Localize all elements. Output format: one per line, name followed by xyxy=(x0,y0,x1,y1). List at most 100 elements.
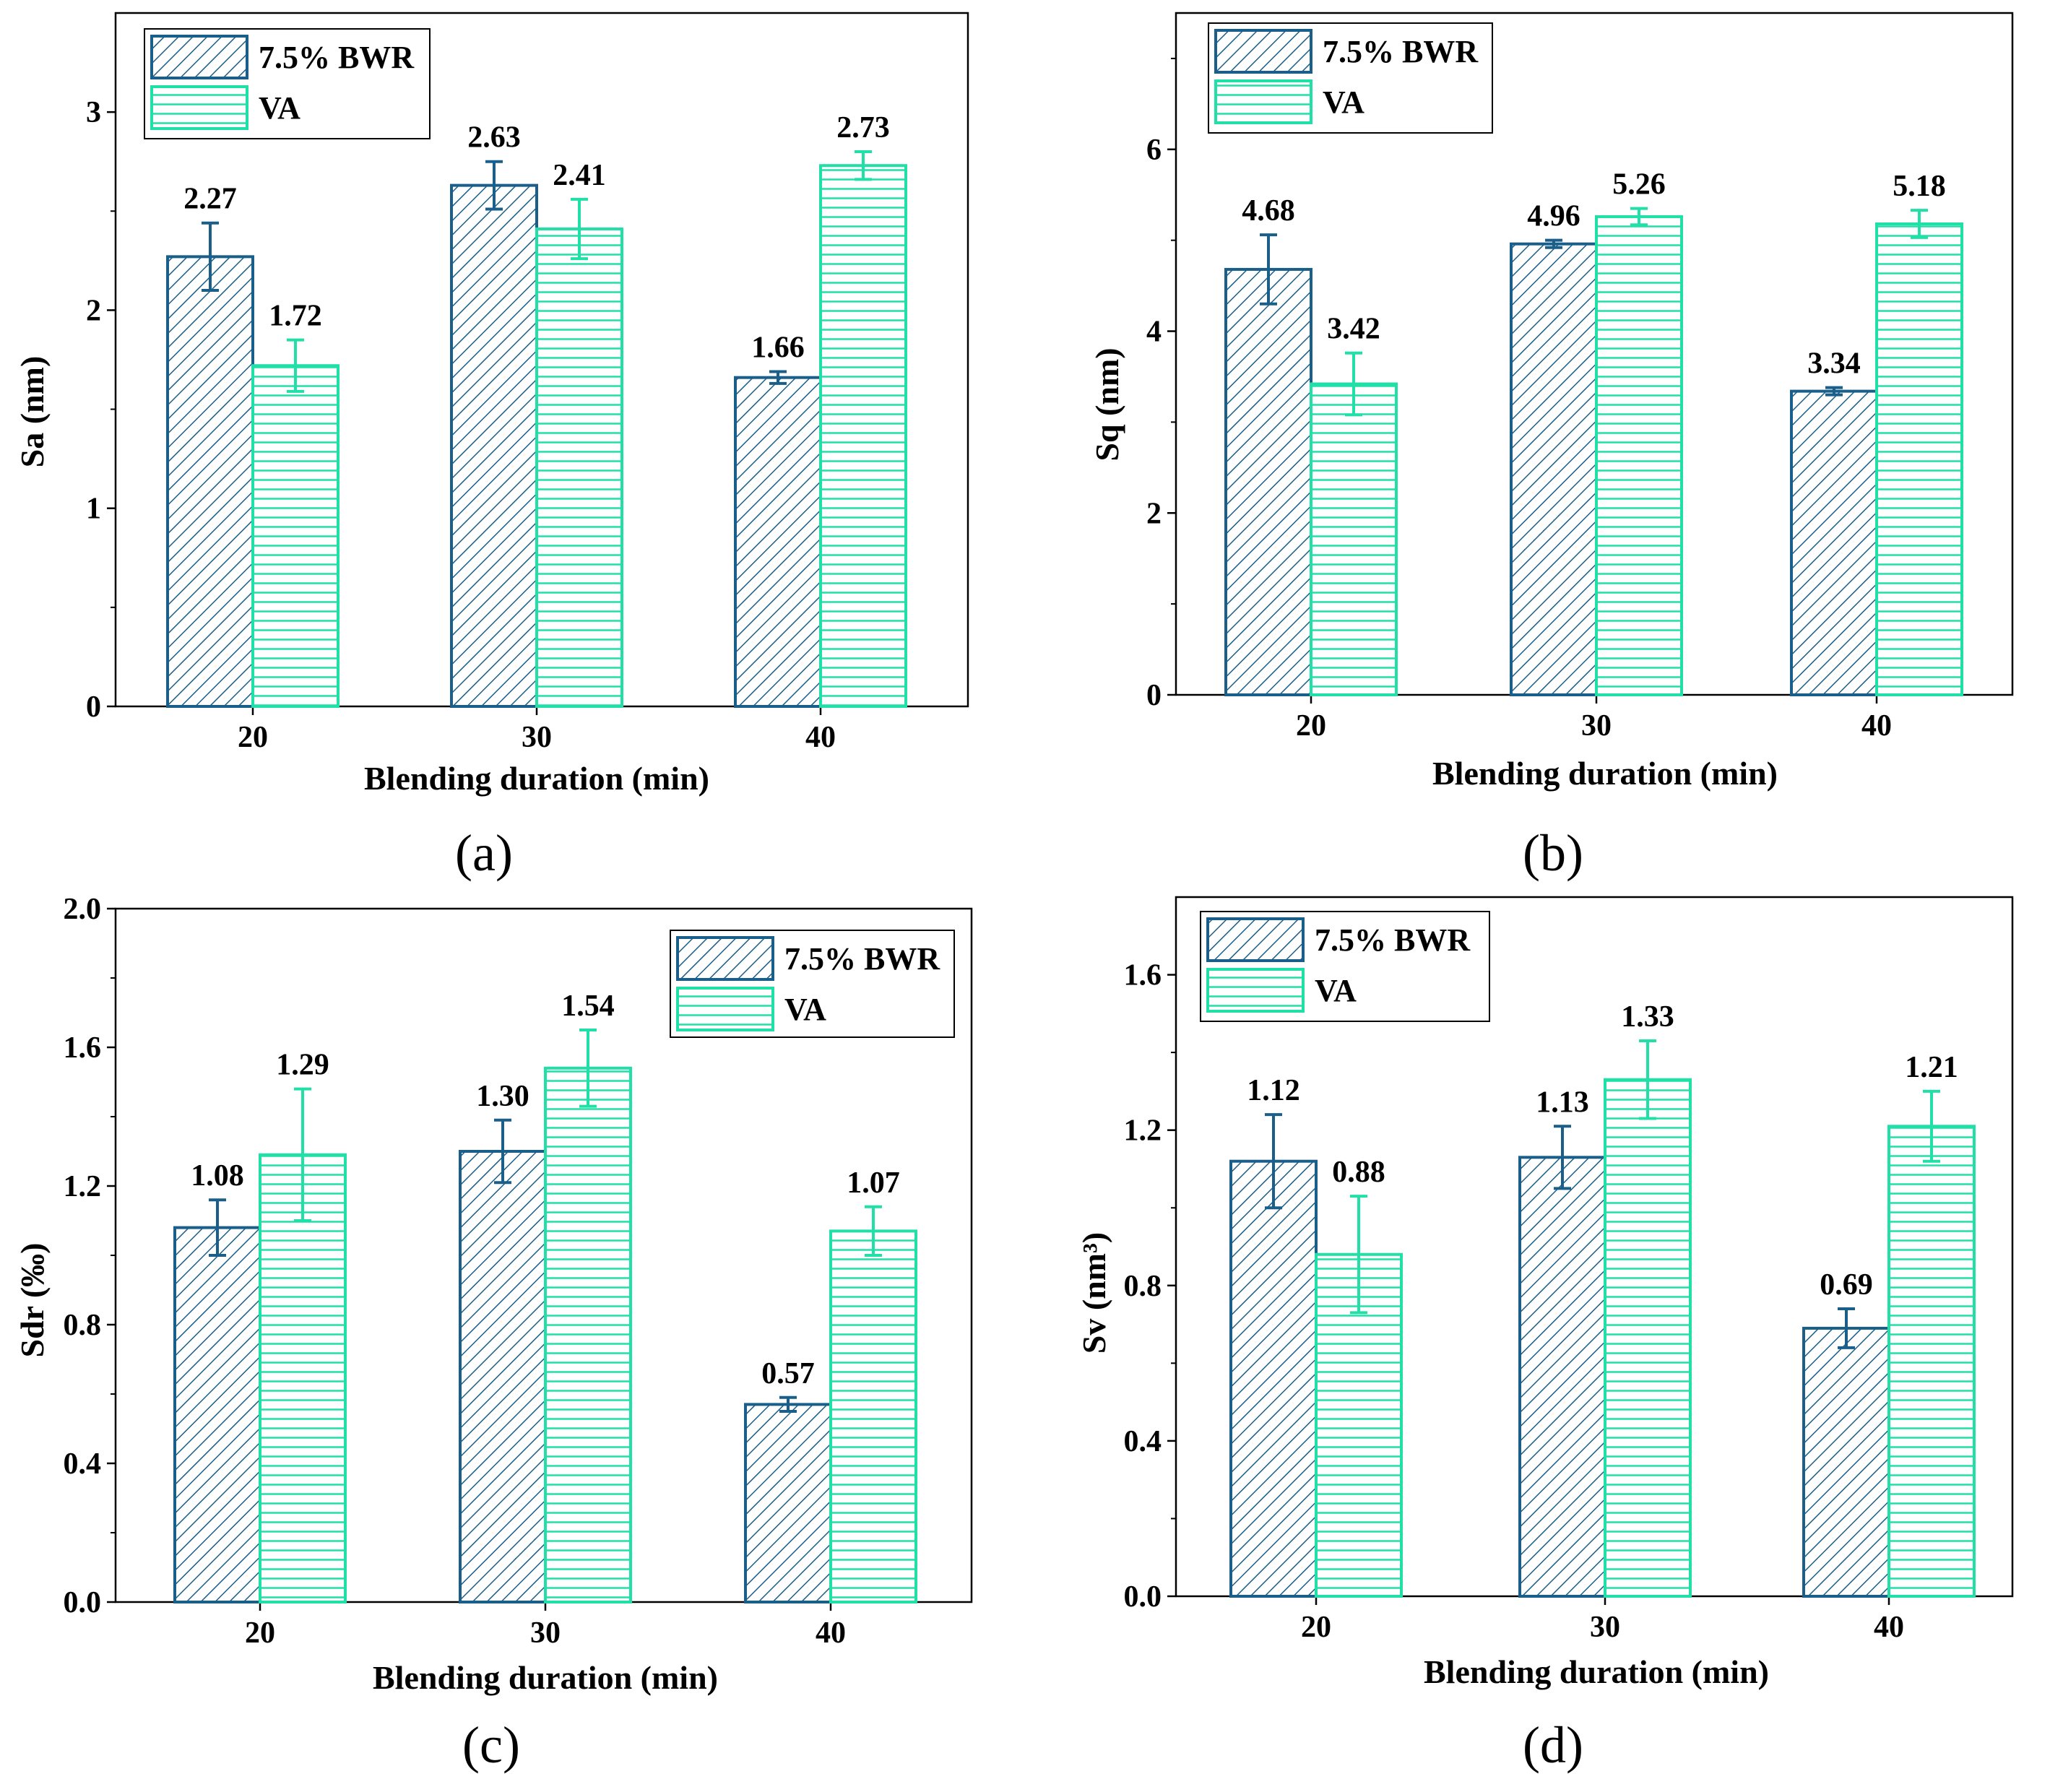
panel-d-legend-swatch xyxy=(1206,968,1305,1013)
panel-b-legend-swatch xyxy=(1214,29,1312,74)
panel-b-ylabel: Sq (nm) xyxy=(1089,347,1125,461)
panel-d-ytick-label: 1.6 xyxy=(1124,959,1162,992)
panel-d-ytick-label: 0.4 xyxy=(1124,1425,1162,1458)
panel-b-value-label: 3.42 xyxy=(1327,313,1380,346)
panel-c-xlabel: Blending duration (min) xyxy=(373,1659,718,1696)
panel-b-bar xyxy=(1875,222,1963,696)
panel-d-xtick-label: 40 xyxy=(1874,1611,1904,1644)
panel-a-value-label: 1.66 xyxy=(751,331,805,364)
panel-c-value-label: 0.57 xyxy=(761,1357,815,1390)
panel-c-xtick-label: 40 xyxy=(816,1616,846,1650)
panel-a-xtick-label: 40 xyxy=(805,721,836,754)
panel-c-xtick-label: 20 xyxy=(245,1616,275,1650)
panel-d-legend-label: 7.5% BWR xyxy=(1315,922,1471,958)
panel-c-bar xyxy=(259,1153,347,1604)
panel-b-value-label: 5.26 xyxy=(1612,168,1666,202)
panel-a-plot: 0 1 2 3 20 2.27 1.72 30 2.63 2.41 40 1.66 2.73 7.5% B… xyxy=(86,12,969,754)
panel-c-plot: 0.0 0.4 0.8 1.2 1.6 2.0 20 1.08 1.29 30 1.30 1.54 40… xyxy=(64,893,973,1650)
panel-c-ytick-label: 1.2 xyxy=(64,1170,102,1203)
panel-b-ytick-label: 2 xyxy=(1146,497,1162,530)
panel-b-plot: 0 2 4 6 20 4.68 3.42 30 4.96 5.26 40 3.34 5.18 7.5% B… xyxy=(1146,12,2014,743)
panel-b-ytick-label: 6 xyxy=(1146,134,1162,167)
panel-a-value-label: 2.41 xyxy=(553,159,606,192)
panel-a-legend-swatch xyxy=(150,85,248,130)
panel-c-ytick-label: 0.4 xyxy=(64,1447,102,1481)
panel-c-bar xyxy=(829,1229,917,1603)
panel-a-bar xyxy=(819,164,907,708)
panel-d-value-label: 1.33 xyxy=(1621,1000,1674,1034)
panel-b-label: (b) xyxy=(1523,824,1583,882)
panel-d-legend-label: VA xyxy=(1315,973,1357,1008)
panel-d-ytick-label: 0.8 xyxy=(1124,1270,1162,1303)
panel-c-bar xyxy=(544,1066,632,1604)
panel-d-xtick-label: 20 xyxy=(1301,1611,1331,1644)
panel-c-value-label: 1.29 xyxy=(276,1049,329,1082)
panel-a-value-label: 1.72 xyxy=(269,300,322,333)
panel-b-bar xyxy=(1595,215,1683,696)
panel-a-value-label: 2.27 xyxy=(183,183,237,216)
panel-c-legend-swatch xyxy=(676,987,774,1031)
panel-b-value-label: 5.18 xyxy=(1893,170,1946,203)
panel-a-value-label: 2.73 xyxy=(836,111,890,144)
panel-b-legend-swatch xyxy=(1214,79,1312,124)
panel-d: 0.0 0.4 0.8 1.2 1.6 20 1.12 0.88 30 1.13 1.33 40 0.6… xyxy=(1076,896,2014,1774)
panel-d-ytick-label: 1.2 xyxy=(1124,1114,1162,1148)
panel-c-ylabel: Sdr (‰) xyxy=(14,1243,51,1358)
panel-d-bar xyxy=(1802,1326,1890,1598)
panel-c-bar xyxy=(459,1150,547,1603)
panel-a-bar xyxy=(251,364,339,708)
panel-b-xlabel: Blending duration (min) xyxy=(1432,755,1778,792)
panel-c-bar xyxy=(173,1226,261,1603)
panel-a-bar xyxy=(535,227,623,708)
panel-d-xlabel: Blending duration (min) xyxy=(1424,1653,1769,1690)
panel-d-bar xyxy=(1518,1156,1606,1598)
panel-d-bar xyxy=(1887,1125,1976,1598)
panel-d-label: (d) xyxy=(1523,1716,1583,1774)
panel-a-ytick-label: 0 xyxy=(86,691,101,724)
panel-c-legend-swatch xyxy=(676,936,774,981)
panel-b-legend-label: 7.5% BWR xyxy=(1323,34,1479,69)
panel-b-value-label: 3.34 xyxy=(1807,347,1861,381)
panel-c-value-label: 1.07 xyxy=(847,1166,900,1200)
panel-b-xtick-label: 20 xyxy=(1296,709,1326,743)
panel-a-ytick-label: 3 xyxy=(86,96,101,129)
panel-d-ylabel: Sv (nm³) xyxy=(1076,1232,1112,1354)
panel-c-xtick-label: 30 xyxy=(530,1616,561,1650)
panel-a-bar xyxy=(734,376,822,709)
panel-d-ytick-label: 0.0 xyxy=(1124,1580,1162,1614)
panel-a-ytick-label: 2 xyxy=(86,294,101,327)
panel-b-ytick-label: 4 xyxy=(1146,316,1162,349)
panel-c-bar xyxy=(744,1403,832,1604)
panel-c-value-label: 1.54 xyxy=(561,990,615,1023)
panel-a-xlabel: Blending duration (min) xyxy=(364,760,709,797)
panel-a-legend-swatch xyxy=(150,35,248,79)
panel-c-legend-label: VA xyxy=(784,992,826,1027)
panel-c-ytick-label: 0.8 xyxy=(64,1309,102,1342)
panel-b-bar xyxy=(1790,389,1878,696)
panel-c-value-label: 1.30 xyxy=(476,1080,529,1113)
panel-b-bar xyxy=(1224,267,1312,697)
panel-a-bar xyxy=(166,255,254,709)
panel-c-ytick-label: 0.0 xyxy=(64,1586,102,1619)
panel-b-legend-label: VA xyxy=(1323,85,1364,120)
panel-c-legend-label: 7.5% BWR xyxy=(784,941,940,977)
panel-b-ytick-label: 0 xyxy=(1146,679,1162,712)
panel-b-bar xyxy=(1310,382,1398,696)
panel-a-value-label: 2.63 xyxy=(467,121,521,155)
panel-d-value-label: 1.12 xyxy=(1247,1074,1300,1107)
panel-d-plot: 0.0 0.4 0.8 1.2 1.6 20 1.12 0.88 30 1.13 1.33 40 0.6… xyxy=(1124,896,2014,1644)
panel-c-ytick-label: 2.0 xyxy=(64,893,102,926)
panel-a-bar xyxy=(450,183,538,708)
panel-d-legend-swatch xyxy=(1206,917,1305,962)
panel-a-label: (a) xyxy=(455,824,513,882)
panel-b-value-label: 4.96 xyxy=(1527,200,1580,233)
panel-a-ylabel: Sa (nm) xyxy=(14,356,51,468)
panel-a-legend-label: VA xyxy=(259,90,300,126)
panel-b-xtick-label: 30 xyxy=(1581,709,1612,743)
panel-a-xtick-label: 20 xyxy=(238,721,268,754)
panel-d-value-label: 1.21 xyxy=(1905,1051,1958,1084)
panel-b: 0 2 4 6 20 4.68 3.42 30 4.96 5.26 40 3.34 5.18 7.5% B… xyxy=(1089,12,2014,882)
panel-a-legend-label: 7.5% BWR xyxy=(259,40,415,75)
panel-b-value-label: 4.68 xyxy=(1242,194,1295,228)
